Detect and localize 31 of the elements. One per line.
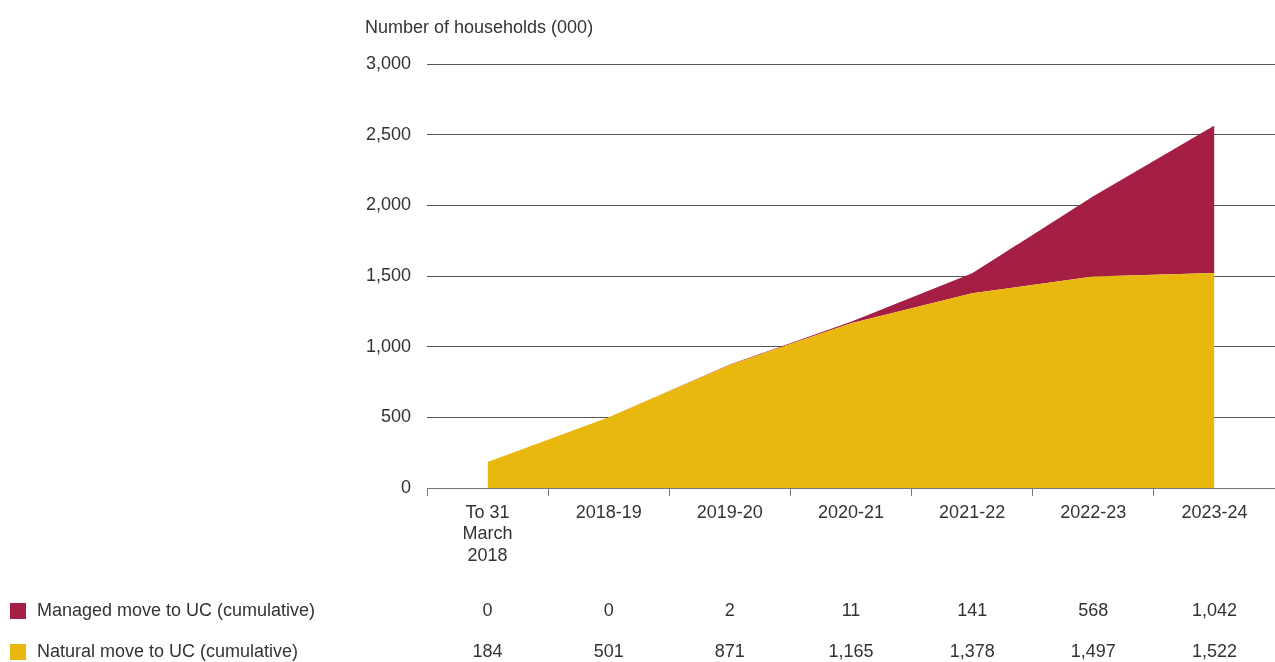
data-label: 0	[482, 599, 493, 620]
data-label: 1,165	[828, 640, 874, 661]
legend-label: Managed move to UC (cumulative)	[37, 599, 316, 620]
data-label: 184	[472, 640, 503, 661]
data-label: 871	[714, 640, 745, 661]
data-label: 11	[841, 599, 861, 620]
x-tick-label: 2022-23	[1060, 501, 1127, 522]
x-tick-label: To 31 March 2018	[462, 501, 513, 565]
data-label: 2	[724, 599, 735, 620]
y-tick-label: 500	[380, 406, 411, 427]
data-label: 1,522	[1191, 640, 1237, 661]
x-tick-label: 2019-20	[696, 501, 763, 522]
data-label: 1,378	[949, 640, 995, 661]
data-label: 568	[1078, 599, 1109, 620]
data-label: 0	[603, 599, 614, 620]
x-tick-label: 2018-19	[575, 501, 642, 522]
y-tick-label: 0	[400, 476, 411, 497]
y-tick-label: 2,500	[365, 123, 411, 144]
y-tick-label: 2,000	[365, 194, 411, 215]
legend-label: Natural move to UC (cumulative)	[37, 640, 299, 661]
y-tick-label: 3,000	[365, 52, 411, 73]
y-tick-label: 1,500	[365, 264, 411, 285]
y-tick-label: 1,000	[365, 335, 411, 356]
x-tick-label: 2020-21	[817, 501, 885, 522]
data-label: 1,497	[1070, 640, 1116, 661]
data-label: 501	[593, 640, 624, 661]
x-tick-label: 2021-22	[939, 501, 1006, 522]
y-axis-title: Number of households (000)	[365, 17, 594, 37]
data-label: 141	[957, 599, 988, 620]
x-tick-label: 2023-24	[1181, 501, 1248, 522]
data-label: 1,042	[1191, 599, 1237, 620]
